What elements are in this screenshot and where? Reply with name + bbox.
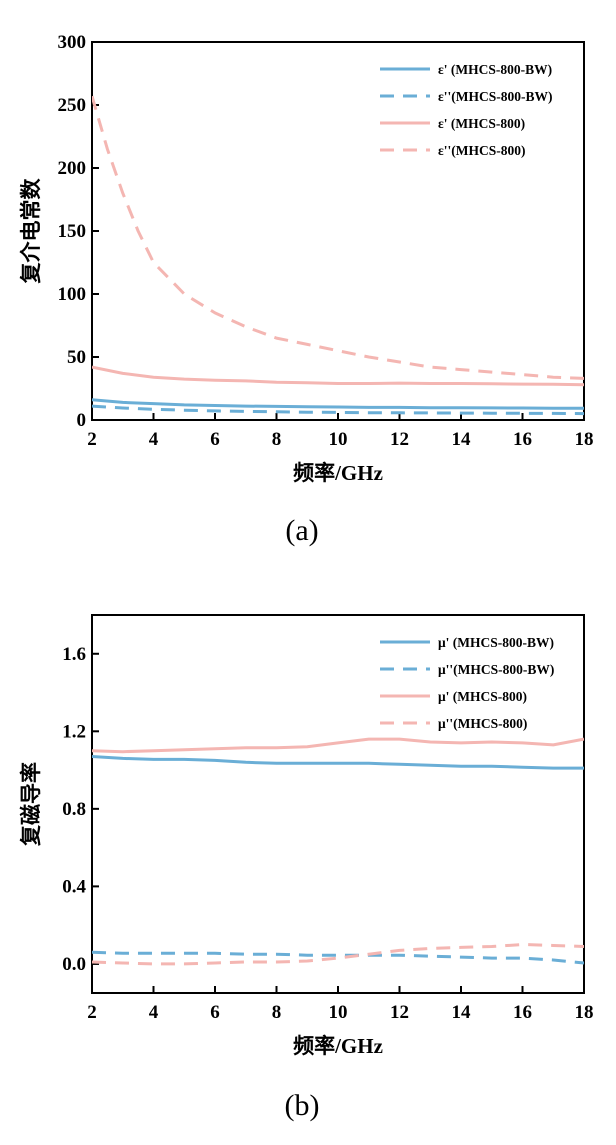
x-tick-label: 4: [149, 1002, 159, 1023]
x-tick-label: 10: [329, 429, 348, 450]
y-tick-label: 0.4: [62, 876, 86, 897]
x-tick-label: 18: [575, 1002, 594, 1023]
y-tick-label: 150: [58, 221, 87, 242]
series-line-3: [92, 365, 584, 387]
x-tick-label: 2: [87, 429, 97, 450]
x-tick-label: 18: [575, 429, 594, 450]
x-tick-label: 6: [210, 429, 220, 450]
x-axis-label: 频率/GHz: [293, 1034, 383, 1058]
y-tick-label: 200: [58, 158, 87, 179]
legend-label-1: ε' (MHCS-800-BW): [438, 62, 552, 77]
x-tick-label: 8: [272, 429, 282, 450]
y-tick-label: 0: [77, 410, 87, 431]
legend-label-4: μ''(MHCS-800): [438, 716, 527, 731]
x-tick-label: 6: [210, 1002, 220, 1023]
y-tick-label: 0.8: [62, 799, 86, 820]
legend-label-3: μ' (MHCS-800): [438, 689, 527, 704]
series-line-4: [92, 943, 584, 966]
y-axis-label: 复介电常数: [19, 178, 43, 285]
y-axis-label: 复磁导率: [19, 762, 43, 847]
y-tick-label: 100: [58, 284, 87, 305]
x-tick-label: 10: [329, 1002, 348, 1023]
x-axis-label: 频率/GHz: [293, 461, 383, 485]
y-tick-label: 1.6: [62, 644, 86, 665]
series-line-3: [92, 737, 584, 754]
x-tick-label: 4: [149, 429, 159, 450]
x-tick-label: 14: [452, 429, 472, 450]
y-tick-label: 0.0: [62, 954, 86, 975]
x-tick-label: 14: [452, 1002, 472, 1023]
x-tick-label: 2: [87, 1002, 97, 1023]
x-tick-label: 12: [390, 429, 409, 450]
figure-caption: (b): [285, 1089, 320, 1122]
legend-label-2: μ''(MHCS-800-BW): [438, 662, 554, 677]
x-tick-label: 8: [272, 1002, 282, 1023]
chart-a: 2 4 6 8 10 12 14 16 18 0 50 100 150 200 250 300 频率/GHz 复介…: [19, 32, 594, 547]
y-tick-label: 1.2: [62, 721, 86, 742]
y-tick-label: 250: [58, 95, 87, 116]
legend-label-2: ε''(MHCS-800-BW): [438, 89, 553, 104]
legend-label-4: ε''(MHCS-800): [438, 143, 526, 158]
chart-b: 2 4 6 8 10 12 14 16 18 0.0 0.4 0.8 1.2 1.6 频率/GHz 复磁导率 μ…: [19, 614, 594, 1122]
series-line-1: [92, 755, 584, 770]
figure-caption: (a): [285, 514, 318, 547]
series-line-2: [92, 950, 584, 965]
series-line-2: [92, 404, 584, 416]
legend-label-1: μ' (MHCS-800-BW): [438, 635, 554, 650]
x-tick-label: 16: [513, 1002, 532, 1023]
legend-label-3: ε' (MHCS-800): [438, 116, 525, 131]
x-tick-label: 16: [513, 429, 532, 450]
series-line-1: [92, 398, 584, 410]
x-tick-label: 12: [390, 1002, 409, 1023]
y-tick-label: 300: [58, 32, 87, 53]
y-tick-label: 50: [67, 347, 86, 368]
series-line-4: [92, 95, 584, 380]
